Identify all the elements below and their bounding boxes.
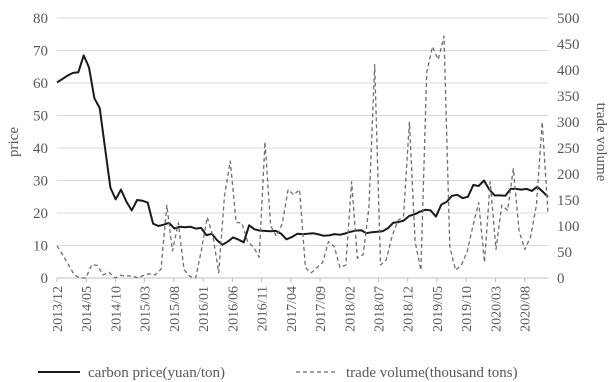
x-tick-label: 2019/10 xyxy=(460,286,475,332)
right-tick-label: 450 xyxy=(557,37,580,53)
x-tick-label: 2014/05 xyxy=(80,286,95,332)
left-tick-label: 30 xyxy=(33,174,48,190)
left-tick-label: 80 xyxy=(33,11,48,27)
x-tick-label: 2020/03 xyxy=(489,286,504,332)
right-tick-label: 50 xyxy=(557,245,572,261)
right-tick-label: 200 xyxy=(557,167,580,183)
x-tick-label: 2017/04 xyxy=(285,286,300,332)
x-tick-label: 2018/07 xyxy=(372,286,387,332)
right-axis-label: trade volume xyxy=(593,103,609,182)
legend-label-trade-volume: trade volume(thousand tons) xyxy=(346,365,518,381)
right-tick-label: 150 xyxy=(557,193,580,209)
right-tick-label: 350 xyxy=(557,89,580,105)
left-tick-label: 60 xyxy=(33,76,48,92)
right-tick-label: 100 xyxy=(557,219,580,235)
series-lines xyxy=(56,35,549,279)
right-axis-ticks: 0 50 100 150 200 250 300 350 400 450 500 xyxy=(557,11,580,287)
right-tick-label: 250 xyxy=(557,141,580,157)
x-tick-label: 2016/01 xyxy=(197,286,212,332)
left-tick-label: 20 xyxy=(33,206,48,222)
x-axis-ticks: 2013/12 2014/05 2014/10 2015/03 2015/08 2016/… xyxy=(51,278,534,332)
legend: carbon price(yuan/ton) trade volume(thou… xyxy=(38,365,518,381)
x-tick-label: 2015/08 xyxy=(168,286,183,332)
right-tick-label: 400 xyxy=(557,63,580,79)
left-tick-label: 40 xyxy=(33,141,48,157)
x-tick-label: 2013/12 xyxy=(51,286,66,332)
x-tick-label: 2018/02 xyxy=(343,286,358,332)
gridlines xyxy=(57,17,548,246)
x-tick-label: 2020/08 xyxy=(519,286,534,332)
right-tick-label: 0 xyxy=(557,271,565,287)
carbon-price-line xyxy=(56,54,549,246)
x-tick-label: 2018/12 xyxy=(402,286,417,332)
right-tick-label: 500 xyxy=(557,11,580,27)
x-tick-label: 2015/03 xyxy=(139,286,154,332)
left-tick-label: 50 xyxy=(33,109,48,125)
x-tick-label: 2017/09 xyxy=(314,286,329,332)
left-tick-label: 70 xyxy=(33,44,48,60)
x-tick-label: 2016/06 xyxy=(226,286,241,332)
left-axis-label: price xyxy=(6,127,22,157)
legend-label-carbon-price: carbon price(yuan/ton) xyxy=(88,365,225,381)
x-tick-label: 2019/05 xyxy=(431,286,446,332)
x-tick-label: 2014/10 xyxy=(109,286,124,332)
left-tick-label: 10 xyxy=(33,239,48,255)
left-axis-ticks: 0 10 20 30 40 50 60 70 80 xyxy=(33,11,48,287)
x-tick-label: 2016/11 xyxy=(256,286,271,331)
right-tick-label: 300 xyxy=(557,115,580,131)
trade-volume-line xyxy=(56,35,549,279)
left-tick-label: 0 xyxy=(41,271,49,287)
